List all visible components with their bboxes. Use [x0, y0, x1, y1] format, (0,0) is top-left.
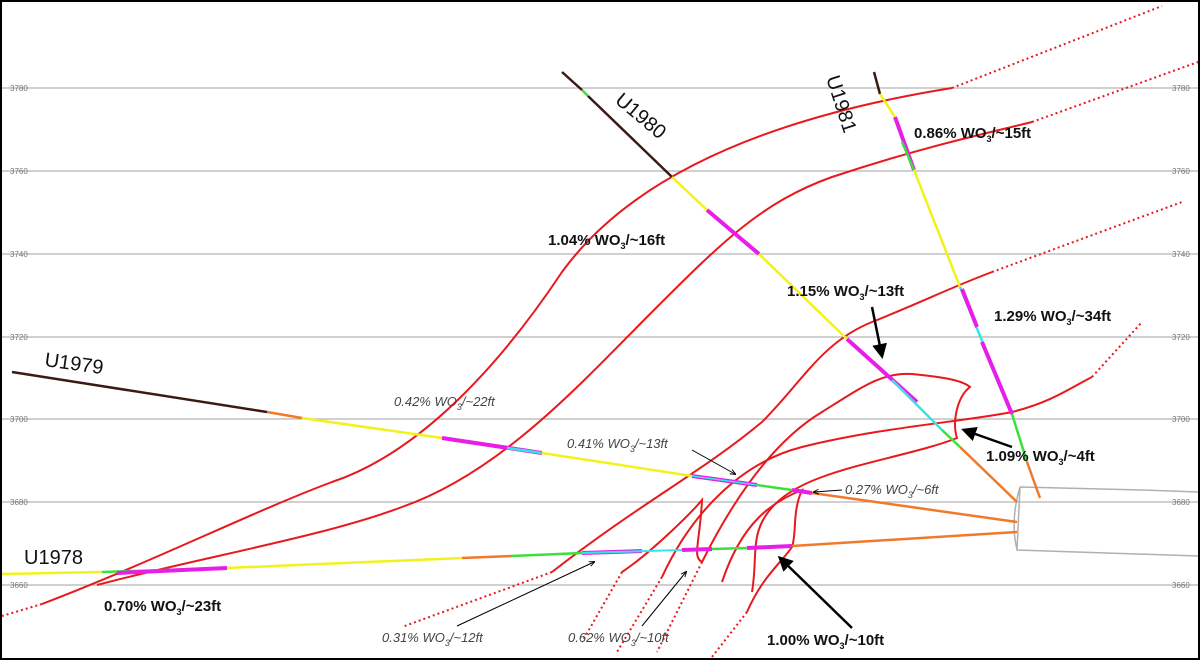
vein-1-lower-dotted	[2, 603, 43, 617]
tick-left-3660: 3660	[10, 581, 28, 590]
vein-3	[551, 271, 993, 573]
annotation-1-09pct: 1.09% WO3/~4ft	[986, 448, 1095, 467]
drillhole-u1979-trace	[11, 370, 1018, 524]
tick-left-3700: 3700	[10, 415, 28, 424]
tick-right-3720: 3720	[1172, 333, 1190, 342]
annotation-1-15pct: 1.15% WO3/~13ft	[787, 283, 904, 302]
drillhole-label-u1981: U1981	[821, 73, 860, 136]
tick-right-3660: 3660	[1172, 581, 1190, 590]
tick-left-3760: 3760	[10, 167, 28, 176]
callout-arrows	[456, 306, 1013, 629]
tick-left-3720: 3720	[10, 333, 28, 342]
tick-right-3760: 3760	[1172, 167, 1190, 176]
arrow-0-62pct	[641, 572, 686, 627]
annotation-1-00pct: 1.00% WO3/~10ft	[767, 632, 884, 651]
tick-right-3680: 3680	[1172, 498, 1190, 507]
vein-4-dotted	[581, 571, 623, 643]
vein-1	[41, 87, 953, 605]
tick-left-3740: 3740	[10, 250, 28, 259]
drillhole-u1980-trace	[561, 71, 1018, 503]
drillhole-label-u1980: U1980	[611, 89, 670, 144]
vein-structures	[2, 5, 1198, 658]
annotation-0-42pct: 0.42% WO3/~22ft	[394, 394, 496, 412]
vein-3-dotted	[991, 201, 1183, 273]
elevation-labels-left: 3780 3760 3740 3720 3700 3680 3660	[10, 84, 28, 590]
tick-left-3680: 3680	[10, 498, 28, 507]
vein-6-dotted	[711, 611, 748, 658]
arrow-0-27pct	[814, 490, 843, 492]
vein-1-dotted	[951, 5, 1163, 89]
tick-right-3700: 3700	[1172, 415, 1190, 424]
arrow-1-00pct	[777, 555, 853, 629]
drillhole-u1978-trace	[2, 530, 1018, 576]
annotation-0-31pct: 0.31% WO3/~12ft	[382, 630, 484, 648]
vein-5	[661, 376, 1093, 578]
drillhole-label-u1979: U1979	[43, 349, 104, 379]
underground-drift	[1013, 486, 1198, 557]
annotation-0-70pct: 0.70% WO3/~23ft	[104, 598, 221, 617]
annotation-0-41pct: 0.41% WO3/~13ft	[567, 436, 669, 454]
arrow-0-41pct	[691, 449, 735, 474]
annotation-1-04pct: 1.04% WO3/~16ft	[548, 232, 665, 251]
annotation-0-62pct: 0.62% WO3/~10ft	[568, 630, 670, 648]
arrow-1-15pct	[870, 306, 887, 359]
drillhole-label-u1978: U1978	[24, 547, 83, 569]
vein-3-lower-dotted	[401, 571, 553, 628]
vein-2	[96, 121, 1033, 586]
vein-5-dotted	[1091, 321, 1143, 378]
arrow-0-31pct	[456, 562, 594, 627]
annotation-0-86pct: 0.86% WO3/~15ft	[914, 125, 1031, 144]
elevation-labels-right: 3780 3760 3740 3720 3700 3680 3660	[1172, 84, 1190, 590]
tick-right-3780: 3780	[1172, 84, 1190, 93]
vein-6	[721, 488, 804, 613]
annotation-0-27pct: 0.27% WO3/~6ft	[845, 482, 940, 500]
tick-left-3780: 3780	[10, 84, 28, 93]
vein-4-lobe	[621, 372, 972, 593]
annotation-1-29pct: 1.29% WO3/~34ft	[994, 308, 1111, 327]
vein-7-dotted	[656, 561, 703, 653]
arrow-1-09pct	[961, 426, 1013, 449]
drillhole-u1981-trace	[872, 71, 1042, 499]
tick-right-3740: 3740	[1172, 250, 1190, 259]
elevation-grid	[2, 87, 1198, 586]
